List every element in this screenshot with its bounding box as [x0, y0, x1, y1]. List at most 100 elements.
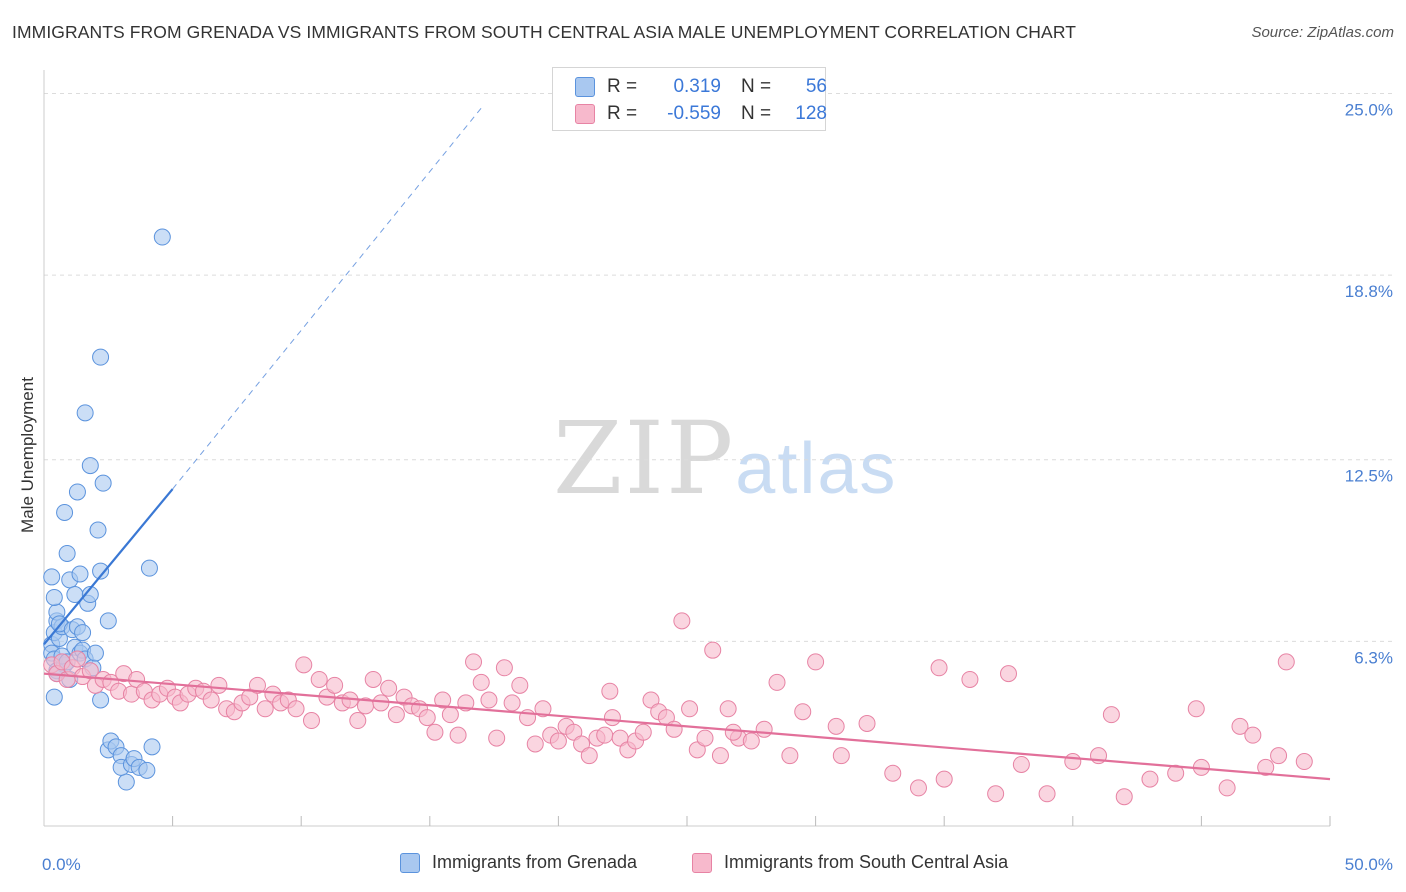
- y-tick-label: 12.5%: [1345, 467, 1393, 486]
- south-central-asia-point: [827, 717, 845, 735]
- y-tick-label: 6.3%: [1354, 648, 1393, 667]
- south-central-asia-point: [696, 729, 714, 747]
- grenada-point: [89, 521, 107, 539]
- south-central-asia-point: [302, 712, 320, 730]
- correlation-legend: R = 0.319 N = 56 R = -0.559 N = 128: [552, 67, 827, 131]
- south-central-asia-point: [418, 709, 436, 727]
- grenada-point: [86, 644, 104, 662]
- legend-r-label: R =: [607, 103, 638, 124]
- grenada-point: [99, 612, 117, 630]
- legend-n-value: 128: [795, 103, 827, 124]
- south-central-asia-point: [434, 691, 452, 709]
- legend-n-label: N =: [741, 76, 772, 97]
- grenada-point: [76, 404, 94, 422]
- south-central-asia-point: [364, 670, 382, 688]
- south-central-asia-point: [742, 732, 760, 750]
- south-central-asia-point: [987, 785, 1005, 803]
- grenada-point: [81, 457, 99, 475]
- south-central-asia-point: [930, 659, 948, 677]
- grenada-point: [94, 474, 112, 492]
- grenada-point: [92, 691, 110, 709]
- south-central-asia-point: [480, 691, 498, 709]
- series-legend-grenada: Immigrants from Grenada: [400, 852, 637, 873]
- south-central-asia-point: [794, 703, 812, 721]
- south-central-asia-point: [1257, 758, 1275, 776]
- south-central-asia-point: [426, 723, 444, 741]
- south-central-asia-trend-line: [43, 672, 1331, 781]
- south-central-asia-point: [781, 747, 799, 765]
- south-central-asia-point: [1102, 706, 1120, 724]
- south-central-asia-point: [580, 747, 598, 765]
- south-central-asia-point: [202, 691, 220, 709]
- south-central-asia-point: [380, 679, 398, 697]
- south-central-asia-point: [1218, 779, 1236, 797]
- grenada-point: [92, 348, 110, 366]
- grenada-point: [68, 483, 86, 501]
- grenada-point: [43, 568, 61, 586]
- south-central-asia-point: [858, 714, 876, 732]
- grenada-point: [58, 544, 76, 562]
- south-central-asia-point: [634, 723, 652, 741]
- south-central-asia-point: [719, 700, 737, 718]
- south-central-asia-point: [884, 764, 902, 782]
- south-central-asia-point: [807, 653, 825, 671]
- south-central-asia-point: [573, 735, 591, 753]
- south-central-asia-point: [768, 673, 786, 691]
- south-central-asia-point: [755, 720, 773, 738]
- grenada-point: [92, 562, 110, 580]
- south-central-asia-point: [372, 694, 390, 712]
- south-central-asia-point: [449, 726, 467, 744]
- south-central-asia-point: [326, 676, 344, 694]
- grenada-point: [45, 688, 63, 706]
- south-central-asia-point: [1012, 755, 1030, 773]
- y-tick-label: 25.0%: [1345, 100, 1393, 119]
- legend-n-label: N =: [741, 103, 772, 124]
- south-central-asia-point: [465, 653, 483, 671]
- series-legend-label: Immigrants from Grenada: [432, 852, 638, 872]
- legend-swatch-grenada: [575, 77, 595, 97]
- legend-row-grenada: R = 0.319 N = 56: [575, 76, 827, 98]
- watermark-zip: ZIP: [553, 400, 736, 517]
- south-central-asia-point: [681, 700, 699, 718]
- south-central-asia-point: [295, 656, 313, 674]
- south-central-asia-point: [503, 694, 521, 712]
- south-central-asia-point: [642, 691, 660, 709]
- grenada-point: [71, 565, 89, 583]
- south-central-asia-point: [495, 659, 513, 677]
- watermark-atlas: atlas: [735, 429, 898, 509]
- grenada-trend-line-extension: [172, 107, 482, 490]
- south-central-asia-point: [961, 670, 979, 688]
- south-central-asia-point: [287, 700, 305, 718]
- legend-r-value: 0.319: [673, 76, 721, 97]
- legend-row-south-central-asia: R = -0.559 N = 128: [575, 103, 827, 125]
- south-central-asia-point: [1141, 770, 1159, 788]
- grenada-point: [45, 588, 63, 606]
- x-tick-label: 50.0%: [1345, 855, 1393, 874]
- south-central-asia-point: [1000, 665, 1017, 683]
- x-tick-label: 0.0%: [42, 855, 81, 874]
- series-swatch-south-central-asia: [692, 852, 712, 873]
- south-central-asia-point: [248, 676, 266, 694]
- watermark: ZIPatlas: [553, 400, 897, 517]
- south-central-asia-point: [935, 770, 953, 788]
- grenada-point: [74, 624, 92, 642]
- south-central-asia-point: [256, 700, 274, 718]
- south-central-asia-point: [724, 723, 742, 741]
- south-central-asia-point: [1187, 700, 1205, 718]
- south-central-asia-point: [1270, 747, 1288, 765]
- south-central-asia-point: [832, 747, 850, 765]
- legend-r-label: R =: [607, 76, 638, 97]
- south-central-asia-point: [603, 709, 621, 727]
- south-central-asia-point: [688, 741, 706, 759]
- south-central-asia-point: [349, 712, 367, 730]
- source-credit: Source: ZipAtlas.com: [1251, 24, 1394, 41]
- south-central-asia-point: [1244, 726, 1262, 744]
- south-central-asia-point: [534, 700, 552, 718]
- grenada-trend-line: [43, 488, 174, 646]
- grenada-point: [138, 761, 156, 779]
- grenada-point: [117, 773, 135, 791]
- south-central-asia-point: [665, 720, 683, 738]
- south-central-asia-point: [596, 726, 614, 744]
- south-central-asia-point: [549, 732, 567, 750]
- series-legend-label: Immigrants from South Central Asia: [724, 852, 1009, 872]
